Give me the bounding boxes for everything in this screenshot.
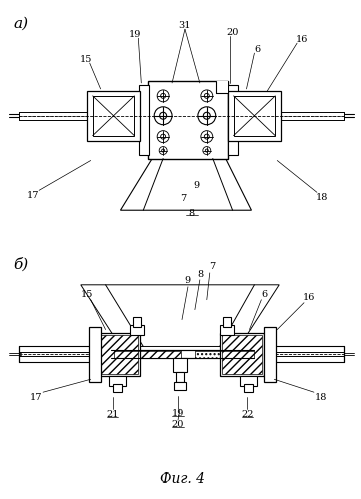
Bar [228, 91, 281, 141]
Text: 18: 18 [316, 193, 328, 202]
Text: 15: 15 [79, 54, 92, 63]
Bar [173, 358, 187, 372]
Text: 17: 17 [27, 191, 39, 200]
Circle shape [205, 149, 208, 152]
Bar [87, 91, 140, 141]
Circle shape [201, 90, 213, 102]
Circle shape [204, 93, 209, 98]
Bar [228, 85, 238, 155]
Bar [133, 317, 141, 326]
Circle shape [154, 107, 172, 125]
Text: 16: 16 [303, 293, 315, 302]
Circle shape [203, 112, 210, 119]
Bar [99, 332, 140, 376]
Bar [216, 81, 228, 93]
Text: 17: 17 [30, 393, 42, 402]
Bar [109, 376, 126, 386]
Bar [195, 351, 255, 358]
Bar [240, 376, 257, 386]
Bar [130, 324, 144, 334]
Bar [176, 372, 184, 382]
Circle shape [204, 134, 209, 139]
Bar [264, 326, 276, 382]
Text: 20: 20 [226, 28, 239, 37]
Text: а): а) [13, 16, 29, 30]
Polygon shape [81, 285, 279, 346]
Circle shape [203, 147, 211, 155]
Text: 21: 21 [106, 410, 119, 419]
Bar [113, 384, 122, 392]
Text: 22: 22 [241, 410, 254, 419]
Text: 19: 19 [172, 409, 184, 418]
Text: 6: 6 [261, 290, 268, 299]
Circle shape [162, 149, 165, 152]
Text: 18: 18 [315, 393, 327, 402]
Bar [220, 324, 234, 334]
Bar [174, 382, 186, 390]
Circle shape [161, 93, 166, 98]
Text: 16: 16 [296, 34, 308, 44]
Text: б): б) [13, 257, 29, 271]
Text: 7: 7 [180, 194, 186, 203]
Circle shape [201, 131, 213, 143]
Text: 31: 31 [179, 21, 191, 30]
Polygon shape [121, 159, 252, 210]
Bar [101, 334, 138, 374]
Bar [93, 96, 134, 136]
Bar [113, 351, 181, 358]
Text: 9: 9 [194, 181, 200, 190]
Bar [223, 317, 231, 326]
Text: 8: 8 [189, 209, 195, 218]
Text: 15: 15 [81, 290, 93, 299]
Circle shape [161, 134, 166, 139]
Text: 6: 6 [255, 44, 261, 53]
Circle shape [159, 147, 167, 155]
Text: 7: 7 [210, 262, 216, 271]
Bar [148, 81, 228, 159]
Bar [234, 96, 275, 136]
Bar [244, 384, 253, 392]
Text: 19: 19 [129, 30, 142, 39]
Text: Фиг. 4: Фиг. 4 [161, 472, 205, 486]
Bar [139, 85, 149, 155]
Text: 9: 9 [184, 276, 190, 285]
Bar [110, 350, 255, 358]
Circle shape [157, 90, 169, 102]
Bar [89, 326, 101, 382]
Bar [222, 334, 262, 374]
Circle shape [198, 107, 216, 125]
Bar [220, 332, 264, 376]
Circle shape [157, 131, 169, 143]
Text: 8: 8 [198, 270, 204, 279]
Circle shape [160, 112, 167, 119]
Text: 20: 20 [172, 420, 184, 429]
